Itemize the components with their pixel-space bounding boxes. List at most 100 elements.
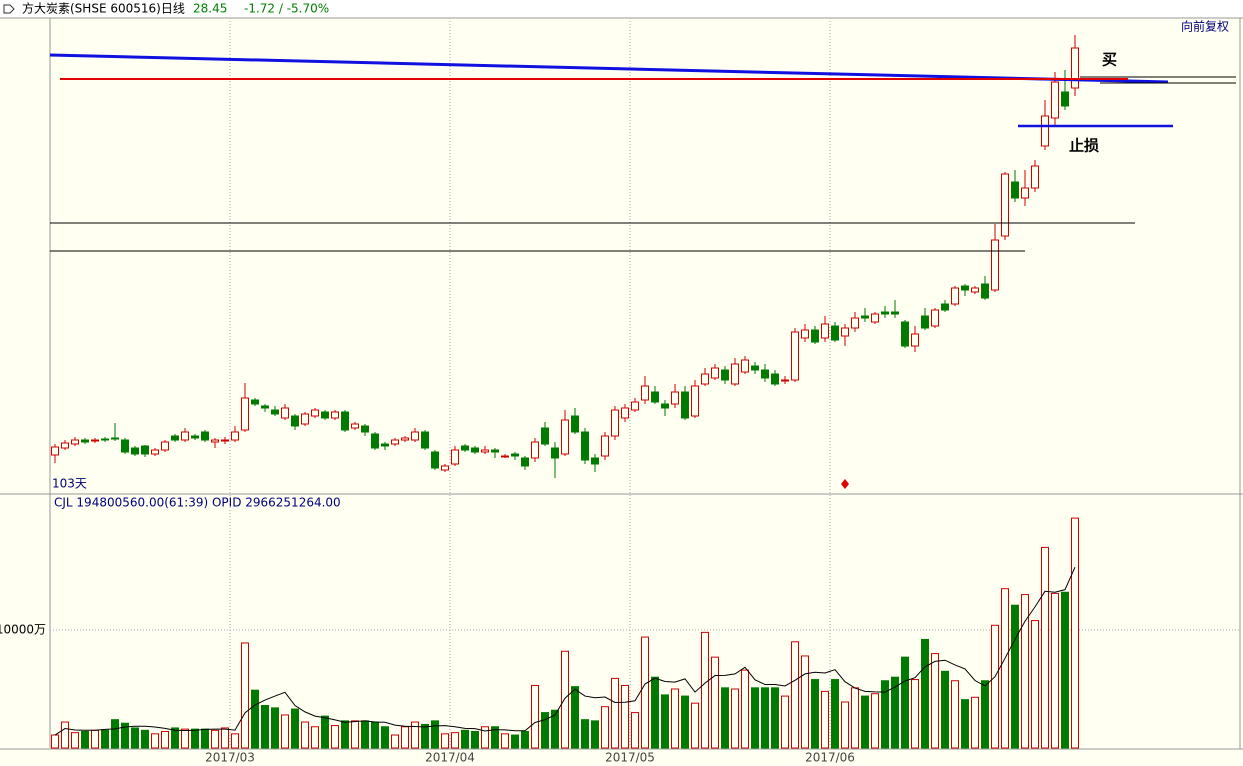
candle-body [291,415,299,427]
volume-bar [291,708,299,749]
candle-body [781,379,789,382]
candle-body [741,359,749,373]
volume-bar [841,701,849,749]
candle-body [361,425,369,433]
volume-bar [461,729,469,749]
volume-bar [481,726,489,749]
candle-body [251,399,259,405]
volume-bar [821,690,829,749]
volume-bar [981,680,989,749]
candle-body [1061,91,1069,107]
volume-bar [51,734,59,749]
candle-body [991,239,999,291]
candle-body [731,363,739,385]
volume-bar [741,669,749,749]
candle-body [381,443,389,447]
candle-body [1031,165,1039,189]
change: -1.72 / -5.70% [244,2,329,16]
volume-bar [321,715,329,749]
volume-bar [111,719,119,749]
x-tick-label: 2017/04 [425,751,475,765]
candle-body [571,415,579,433]
marker [841,479,849,489]
volume-bar [161,730,169,749]
candle-body [561,419,569,455]
volume-bar [401,726,409,749]
candle-body [181,431,189,441]
volume-bar [201,728,209,749]
candle-body [461,445,469,451]
volume-bar [651,676,659,749]
adjust-label: 向前复权 [1181,19,1229,34]
volume-bar [281,714,289,749]
volume-bar [771,687,779,749]
volume-bar [131,727,139,749]
volume-bar [521,730,529,749]
volume-bar [831,679,839,749]
volume-bar [1071,517,1079,749]
candle-body [141,445,149,455]
candle-body [341,411,349,431]
volume-bar [931,653,939,749]
volume-bar [371,721,379,749]
candle-body [711,367,719,379]
volume-bar [331,725,339,749]
candle-body [211,439,219,443]
candle-body [591,457,599,465]
candle-body [981,283,989,299]
candle-body [581,431,589,461]
candle-body [661,403,669,409]
stock-name: 方大炭素(SHSE 600516)日线 [22,1,185,16]
volume-bar [751,687,759,749]
candle-body [71,439,79,445]
volume-bar [701,631,709,749]
candle-body [201,431,209,441]
candle-body [1041,115,1049,147]
volume-bar [541,712,549,749]
candle-body [281,407,289,419]
candle-body [1051,81,1059,119]
annotation: 买 [1102,51,1117,69]
volume-bar [551,709,559,749]
candle-body [481,449,489,453]
header-bar [0,0,1243,18]
candle-body [651,391,659,403]
candle-body [921,315,929,329]
volume-bar [731,688,739,749]
volume-bar [151,733,159,749]
volume-bar [71,732,79,749]
candle-body [1021,187,1029,199]
volume-bar [421,723,429,749]
candle-body [511,453,519,457]
volume-bar [341,720,349,749]
volume-bar [491,726,499,749]
price: 28.45 [193,2,227,16]
volume-bar [501,733,509,749]
candle-body [971,287,979,293]
volume-bar [971,696,979,749]
candle-body [441,465,449,471]
volume-bar [451,732,459,749]
volume-bar [441,733,449,749]
candle-body [491,449,499,453]
candle-body [91,439,99,442]
candle-body [821,323,829,339]
candle-body [161,441,169,451]
candle-body [551,447,559,459]
candle-body [961,285,969,291]
volume-bar [791,641,799,749]
candle-body [471,447,479,453]
candle-body [631,401,639,411]
volume-bar [591,720,599,749]
volume-bar [91,729,99,749]
candle-body [221,439,229,442]
candle-body [1011,181,1019,199]
volume-bar [181,728,189,749]
volume-bar [951,680,959,749]
volume-bar [611,677,619,749]
volume-bar [301,721,309,749]
volume-bar [271,707,279,749]
volume-bar [101,729,109,749]
